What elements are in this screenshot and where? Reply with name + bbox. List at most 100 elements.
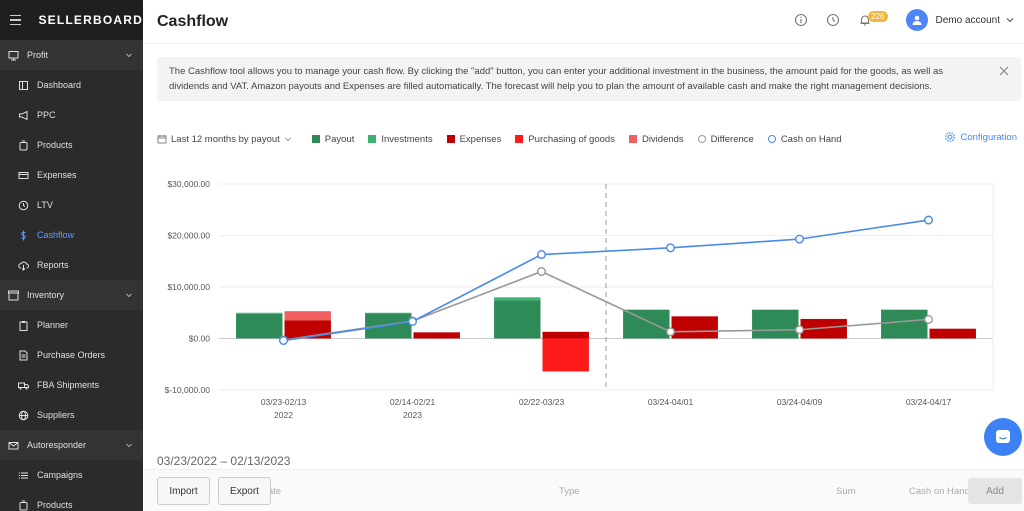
x-tick-label: 03/23-02/13 xyxy=(261,397,307,407)
column-sum: Sum xyxy=(836,486,856,497)
sidebar-item-label: Purchase Orders xyxy=(37,350,106,360)
configuration-label: Configuration xyxy=(960,131,1017,143)
list-icon xyxy=(18,470,29,481)
legend-label: Cash on Hand xyxy=(780,133,842,145)
point-cash-on-hand xyxy=(795,234,805,244)
sidebar-item-label: Products xyxy=(37,500,73,510)
bar-investments xyxy=(494,297,541,301)
legend-item-difference[interactable]: Difference xyxy=(697,133,754,145)
point-difference xyxy=(537,267,547,277)
globe-icon xyxy=(18,410,29,421)
menu-icon[interactable] xyxy=(8,12,22,28)
sidebar-item-purchase-orders[interactable]: Purchase Orders xyxy=(0,340,143,370)
chevron-down-icon xyxy=(126,293,132,298)
mail-icon xyxy=(8,440,19,451)
sidebar-menu: Profit Dashboard PPC Products Expenses LTV Cas… xyxy=(0,40,143,511)
sidebar: SELLERBOARD Profit Dashboard PPC Products Ex… xyxy=(0,0,143,511)
legend-item-cash-on-hand[interactable]: Cash on Hand xyxy=(767,133,842,145)
sidebar-item-products[interactable]: Products xyxy=(0,490,143,511)
bar-payout xyxy=(236,313,283,339)
export-button[interactable]: Export xyxy=(218,477,271,505)
point-cash-on-hand xyxy=(924,215,934,225)
sidebar-item-label: LTV xyxy=(37,200,53,210)
products-icon xyxy=(18,500,29,511)
sidebar-item-ppc[interactable]: PPC xyxy=(0,100,143,130)
legend-item-expenses[interactable]: Expenses xyxy=(446,134,501,145)
sidebar-item-dashboard[interactable]: Dashboard xyxy=(0,70,143,100)
sidebar-item-cashflow[interactable]: Cashflow xyxy=(0,220,143,250)
sidebar-item-autoresponder[interactable]: Autoresponder xyxy=(0,430,143,460)
sidebar-item-label: Products xyxy=(37,140,73,150)
table-header-bar xyxy=(143,469,1024,511)
calendar-icon xyxy=(157,135,167,144)
sidebar-item-ltv[interactable]: LTV xyxy=(0,190,143,220)
legend-label: Difference xyxy=(710,133,754,145)
range-title: 03/23/2022 – 02/13/2023 xyxy=(157,454,291,468)
chevron-down-icon[interactable] xyxy=(1006,16,1014,24)
point-cash-on-hand xyxy=(537,250,547,260)
point-cash-on-hand xyxy=(666,243,676,253)
bar-investments xyxy=(236,312,283,314)
close-icon[interactable] xyxy=(999,66,1009,76)
sidebar-item-inventory[interactable]: Inventory xyxy=(0,280,143,310)
add-button[interactable]: Add xyxy=(968,478,1022,504)
sidebar-item-planner[interactable]: Planner xyxy=(0,310,143,340)
legend-item-payout[interactable]: Payout xyxy=(311,133,355,145)
y-tick-label: $30,000.00 xyxy=(167,179,210,189)
bar-investments xyxy=(365,312,412,314)
avatar[interactable] xyxy=(905,9,928,31)
legend-label: Payout xyxy=(324,133,355,145)
legend-marker xyxy=(368,135,377,143)
column-cash-on-hand: Cash on Hand xyxy=(909,486,970,497)
legend-marker xyxy=(767,135,776,143)
legend-marker xyxy=(446,135,455,143)
column-date: Date xyxy=(261,486,282,497)
chart-filters: Last 12 months by payout Payout Investmen… xyxy=(157,131,1017,147)
legend-label: Dividends xyxy=(641,133,684,145)
top-bar: Cashflow xyxy=(143,0,1024,44)
bar-purchasing xyxy=(542,338,589,372)
legend-marker xyxy=(697,135,706,143)
sidebar-item-profit[interactable]: Profit xyxy=(0,40,143,70)
clock-icon[interactable] xyxy=(826,13,840,27)
point-difference xyxy=(666,327,676,337)
x-tick-label: 03/24-04/17 xyxy=(906,397,952,407)
chat-button[interactable] xyxy=(984,418,1022,456)
sidebar-item-label: FBA Shipments xyxy=(37,380,100,390)
info-icon[interactable] xyxy=(794,13,808,27)
legend-item-dividends[interactable]: Dividends xyxy=(628,133,684,145)
sidebar-item-label: PPC xyxy=(37,110,56,120)
bar-expenses xyxy=(929,328,976,339)
account-name[interactable]: Demo account xyxy=(935,14,1000,26)
sidebar-item-label: Campaigns xyxy=(37,470,83,480)
sidebar-item-fba-shipments[interactable]: FBA Shipments xyxy=(0,370,143,400)
info-banner: The Cashflow tool allows you to manage y… xyxy=(157,57,1021,101)
import-button[interactable]: Import xyxy=(157,477,210,505)
sidebar-item-reports[interactable]: Reports xyxy=(0,250,143,280)
legend-item-investments[interactable]: Investments xyxy=(368,133,433,145)
period-select[interactable]: Last 12 months by payout xyxy=(157,134,296,145)
x-tick-label: 02/14-02/21 xyxy=(390,397,436,407)
sidebar-item-suppliers[interactable]: Suppliers xyxy=(0,400,143,430)
chevron-down-icon xyxy=(126,53,132,58)
sidebar-item-campaigns[interactable]: Campaigns xyxy=(0,460,143,490)
legend-item-purchasing-of-goods[interactable]: Purchasing of goods xyxy=(515,134,615,145)
box-icon xyxy=(8,290,19,301)
legend-label: Investments xyxy=(381,133,433,145)
dashboard-icon xyxy=(18,80,29,91)
products-icon xyxy=(18,140,29,151)
y-tick-label: $10,000.00 xyxy=(167,282,210,292)
x-tick-label: 03/24-04/09 xyxy=(777,397,823,407)
truck-icon xyxy=(18,380,29,391)
logo: SELLERBOARD xyxy=(38,13,143,27)
notification-badge: 226 xyxy=(868,10,888,22)
page-title: Cashflow xyxy=(157,12,229,30)
top-actions: 226 Demo account xyxy=(776,8,1014,32)
clipboard-icon xyxy=(18,320,29,331)
sidebar-item-products[interactable]: Products xyxy=(0,130,143,160)
point-cash-on-hand xyxy=(278,336,288,346)
sidebar-item-expenses[interactable]: Expenses xyxy=(0,160,143,190)
x-tick-label: 03/24-04/01 xyxy=(648,397,694,407)
configuration-button[interactable]: Configuration xyxy=(944,131,1017,143)
column-type: Type xyxy=(559,486,580,497)
